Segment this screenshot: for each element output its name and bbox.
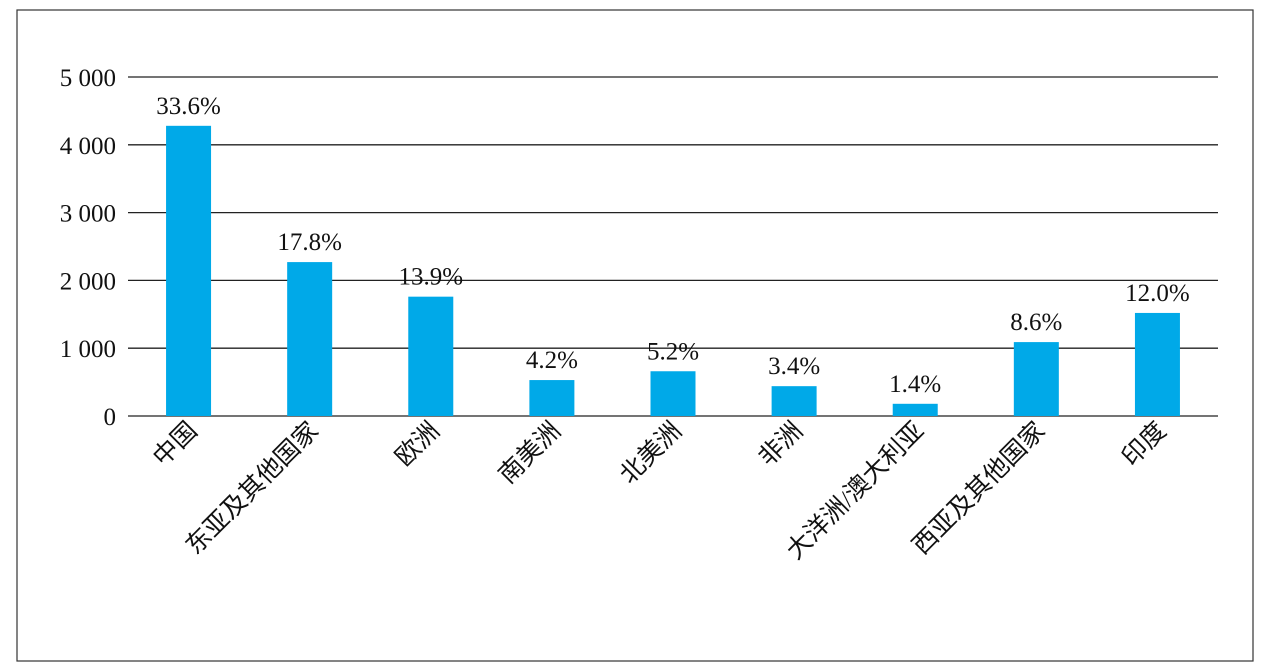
share-label: 1.4% xyxy=(889,371,941,398)
bar xyxy=(166,125,212,416)
share-label: 13.9% xyxy=(398,264,463,291)
x-tick-label: 南美洲 xyxy=(493,416,566,489)
share-label: 4.2% xyxy=(526,347,578,374)
x-tick-label: 中国 xyxy=(148,416,203,471)
share-label: 33.6% xyxy=(156,93,221,120)
share-label: 8.6% xyxy=(1010,309,1062,336)
y-tick-label: 4 000 xyxy=(60,133,116,160)
bar xyxy=(529,380,575,416)
x-tick-label: 印度 xyxy=(1117,416,1172,471)
bar xyxy=(771,386,817,416)
bar xyxy=(1013,342,1059,416)
share-label: 3.4% xyxy=(768,353,820,380)
share-label: 12.0% xyxy=(1125,280,1190,307)
x-tick-label: 东亚及其他国家 xyxy=(180,416,324,560)
y-tick-label: 5 000 xyxy=(60,65,116,92)
frame xyxy=(16,9,1254,662)
share-label: 17.8% xyxy=(277,229,342,256)
x-tick-label: 欧洲 xyxy=(390,416,445,471)
y-tick-label: 1 000 xyxy=(60,336,116,363)
x-tick-label: 非洲 xyxy=(753,416,808,471)
x-tick-label: 西亚及其他国家 xyxy=(907,416,1051,560)
bar xyxy=(892,403,938,416)
x-tick-label: 北美洲 xyxy=(614,416,687,489)
bar xyxy=(1134,312,1180,416)
y-tick-label: 2 000 xyxy=(60,268,116,295)
bar xyxy=(408,296,454,416)
y-tick-label: 3 000 xyxy=(60,201,116,228)
y-tick-label: 0 xyxy=(104,404,117,431)
bar xyxy=(650,371,696,416)
bar xyxy=(287,262,333,416)
share-label: 5.2% xyxy=(647,338,699,365)
